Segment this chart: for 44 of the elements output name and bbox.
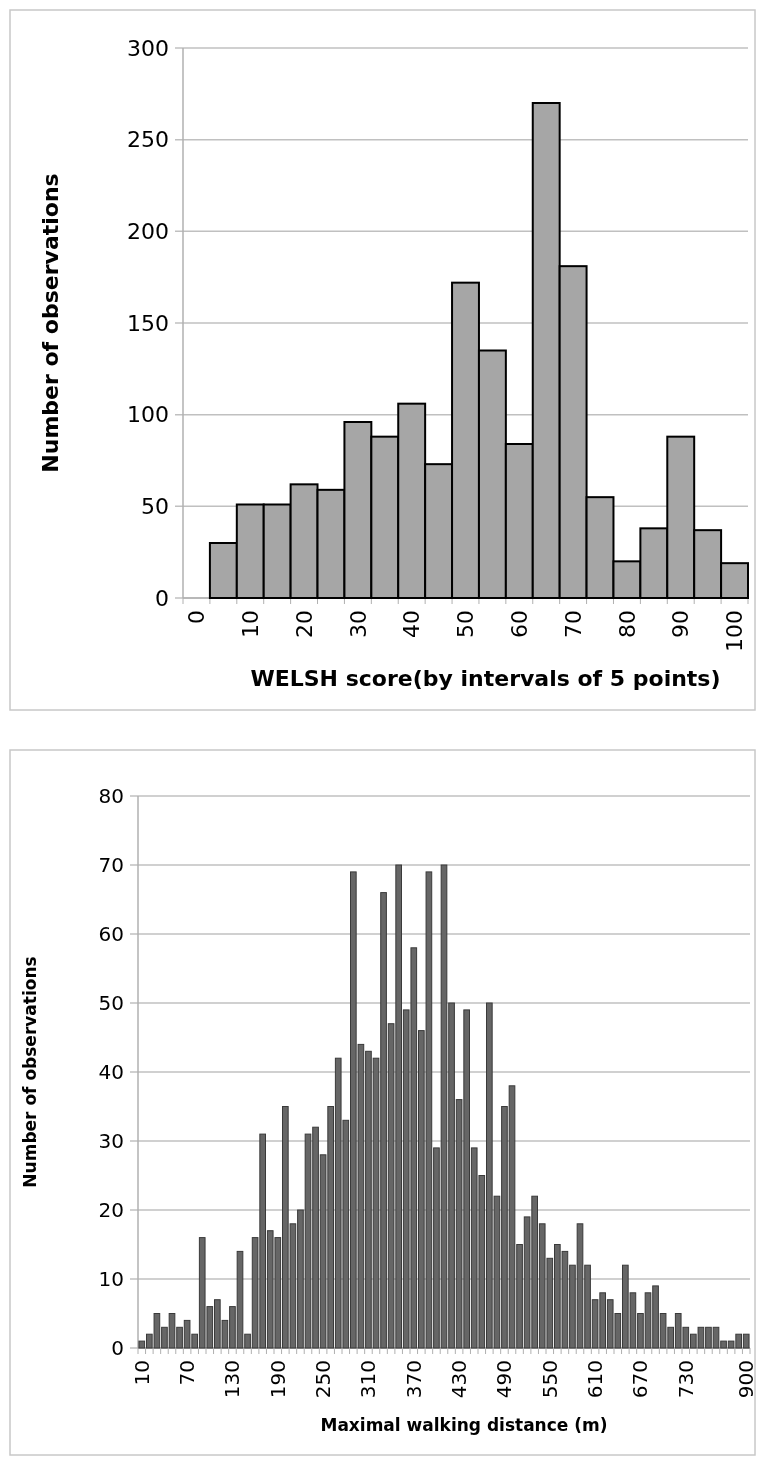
y-tick-label: 40 (98, 1060, 124, 1084)
x-tick-label: 10 (237, 610, 263, 638)
x-tick-label: 310 (356, 1360, 381, 1399)
y-tick-label: 50 (98, 991, 124, 1015)
y-tick-label: 30 (98, 1129, 124, 1153)
y-tick-label: 100 (127, 402, 169, 428)
x-tick-label: 70 (175, 1360, 200, 1386)
x-tick-label: 100 (722, 610, 748, 652)
y-tick-label: 10 (98, 1267, 124, 1291)
y-tick-label: 0 (111, 1336, 124, 1360)
x-tick-label: 40 (399, 610, 425, 638)
y-tick-label: 0 (155, 585, 169, 611)
y-axis-title: Number of observations (20, 956, 40, 1188)
y-tick-label: 200 (127, 219, 169, 245)
y-tick-label: 150 (127, 310, 169, 336)
x-tick-label: 50 (453, 610, 479, 638)
x-tick-label: 60 (507, 610, 533, 638)
x-tick-label: 0 (184, 610, 210, 624)
x-tick-label: 30 (345, 610, 371, 638)
y-tick-label: 250 (127, 127, 169, 153)
y-axis-title: Number of observations (38, 173, 63, 473)
y-tick-label: 300 (127, 35, 169, 61)
x-tick-label: 370 (401, 1360, 426, 1399)
x-tick-label: 130 (220, 1360, 245, 1399)
x-tick-label: 70 (560, 610, 586, 638)
y-tick-label: 20 (98, 1198, 124, 1222)
x-tick-label: 490 (492, 1360, 517, 1399)
x-tick-label: 80 (614, 610, 640, 638)
y-tick-label: 60 (98, 922, 124, 946)
x-tick-label: 190 (265, 1360, 290, 1399)
x-tick-label: 20 (291, 610, 317, 638)
x-tick-label: 670 (628, 1360, 653, 1399)
x-axis-title: WELSH score(by intervals of 5 points) (250, 666, 721, 691)
x-axis-title: Maximal walking distance (m) (320, 1415, 608, 1435)
x-tick-label: 550 (537, 1360, 562, 1399)
x-tick-label: 730 (673, 1360, 698, 1399)
x-tick-label: 900 (734, 1360, 759, 1399)
x-tick-label: 90 (668, 610, 694, 638)
y-tick-label: 50 (141, 494, 169, 520)
y-tick-label: 70 (98, 853, 124, 877)
x-tick-label: 250 (311, 1360, 336, 1399)
x-tick-label: 610 (583, 1360, 608, 1399)
x-tick-label: 430 (447, 1360, 472, 1399)
y-tick-label: 80 (98, 784, 124, 808)
